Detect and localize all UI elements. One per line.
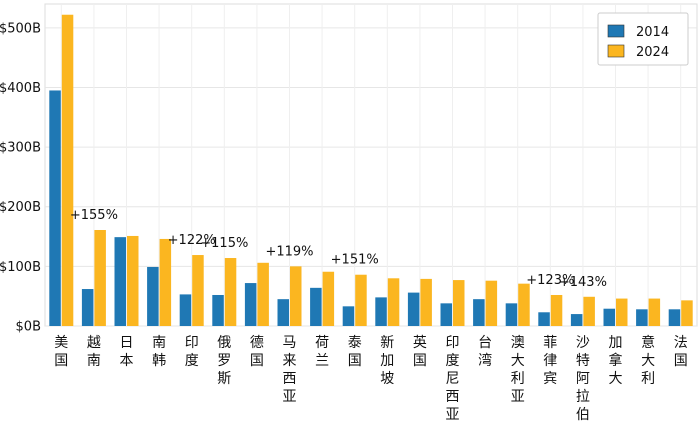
bar-2014 — [81, 289, 94, 326]
bar-2014 — [114, 237, 126, 326]
x-tick-label: 加拿大 — [609, 335, 623, 387]
x-tick-label: 沙特阿拉伯 — [576, 335, 590, 421]
bar-2014 — [375, 297, 387, 326]
x-tick-label: 越南 — [87, 335, 101, 369]
bar-2014 — [244, 283, 257, 326]
x-tick-label: 英国 — [413, 334, 427, 369]
x-tick-label: 日本 — [120, 335, 134, 369]
legend-label: 2014 — [636, 25, 669, 40]
bar-2014 — [538, 312, 550, 326]
bars — [49, 14, 693, 327]
bar-2014 — [603, 308, 615, 326]
bar-2024 — [127, 235, 139, 326]
bar-2024 — [290, 266, 302, 326]
bar-2024 — [224, 258, 237, 326]
bar-2014 — [636, 309, 648, 326]
x-tick-label: 印度尼西亚 — [446, 335, 460, 421]
x-tick-label: 泰国 — [348, 335, 362, 369]
bar-2024 — [681, 300, 693, 326]
x-tick-label: 菲律宾 — [543, 335, 557, 387]
bar-2024 — [94, 229, 106, 326]
bar-2014 — [212, 294, 224, 326]
bar-2024 — [355, 274, 367, 326]
y-tick-label: $400B — [0, 81, 41, 96]
bar-2024 — [192, 255, 204, 326]
x-tick-label: 德国 — [250, 335, 264, 369]
bar-2014 — [342, 306, 355, 326]
bar-2024 — [453, 280, 465, 326]
bar-2014 — [505, 303, 518, 326]
annotations: +155% +122%+115% +119% +151% +123%+143% — [70, 208, 607, 290]
bar-annotation: +119% — [265, 244, 313, 259]
bar-2024 — [159, 238, 172, 326]
x-tick-label: 南韩 — [152, 335, 166, 369]
y-axis: $0B $100B $200B $300B $400B $500B — [0, 21, 41, 334]
bar-2024 — [420, 278, 432, 326]
x-tick-label: 俄罗斯 — [217, 335, 231, 387]
bar-annotation: +115% — [200, 236, 248, 251]
bar-annotation: +151% — [331, 253, 379, 268]
bar-2024 — [485, 280, 498, 326]
bar-annotation: +155% — [70, 208, 118, 223]
bar-2014 — [147, 266, 159, 326]
bar-2014 — [179, 294, 192, 326]
bar-2014 — [310, 287, 322, 326]
bar-2024 — [322, 271, 335, 326]
bar-2024 — [387, 278, 400, 326]
bar-2024 — [518, 283, 530, 326]
y-tick-label: $200B — [0, 200, 41, 215]
bar-2024 — [648, 298, 661, 326]
bar-2014 — [668, 309, 681, 326]
bar-annotation: +123% — [526, 273, 574, 288]
legend: 2014 2024 — [597, 12, 689, 66]
x-tick-label: 意大利 — [641, 334, 655, 387]
x-tick-label: 印度 — [185, 335, 199, 369]
bar-annotation: +143% — [559, 275, 607, 290]
y-tick-label: $100B — [0, 260, 41, 275]
legend-swatch — [607, 44, 625, 58]
bar-2014 — [407, 292, 420, 326]
bar-2024 — [583, 296, 595, 326]
bar-2024 — [616, 298, 628, 326]
bar-2014 — [473, 299, 485, 326]
x-tick-label: 澳大利亚 — [511, 335, 525, 405]
bar-2024 — [550, 294, 563, 326]
y-tick-label: $300B — [0, 141, 41, 156]
bar-2014 — [277, 299, 289, 326]
x-tick-label: 台湾 — [478, 335, 492, 369]
bar-2024 — [257, 262, 269, 326]
legend-label: 2024 — [636, 45, 669, 60]
x-tick-label: 美国 — [54, 335, 68, 369]
bar-2014 — [440, 303, 452, 326]
legend-swatch — [607, 24, 625, 38]
bar-2024 — [61, 14, 74, 326]
bar-2014 — [570, 314, 583, 326]
x-tick-label: 法国 — [674, 335, 688, 369]
bar-2014 — [49, 90, 61, 327]
x-tick-label: 荷兰 — [315, 335, 329, 369]
x-tick-label: 新加坡 — [380, 335, 394, 387]
y-tick-label: $0B — [16, 320, 41, 335]
y-tick-label: $500B — [0, 21, 41, 36]
bar-annotation: +122% — [168, 233, 216, 248]
x-tick-label: 马来西亚 — [283, 335, 297, 405]
